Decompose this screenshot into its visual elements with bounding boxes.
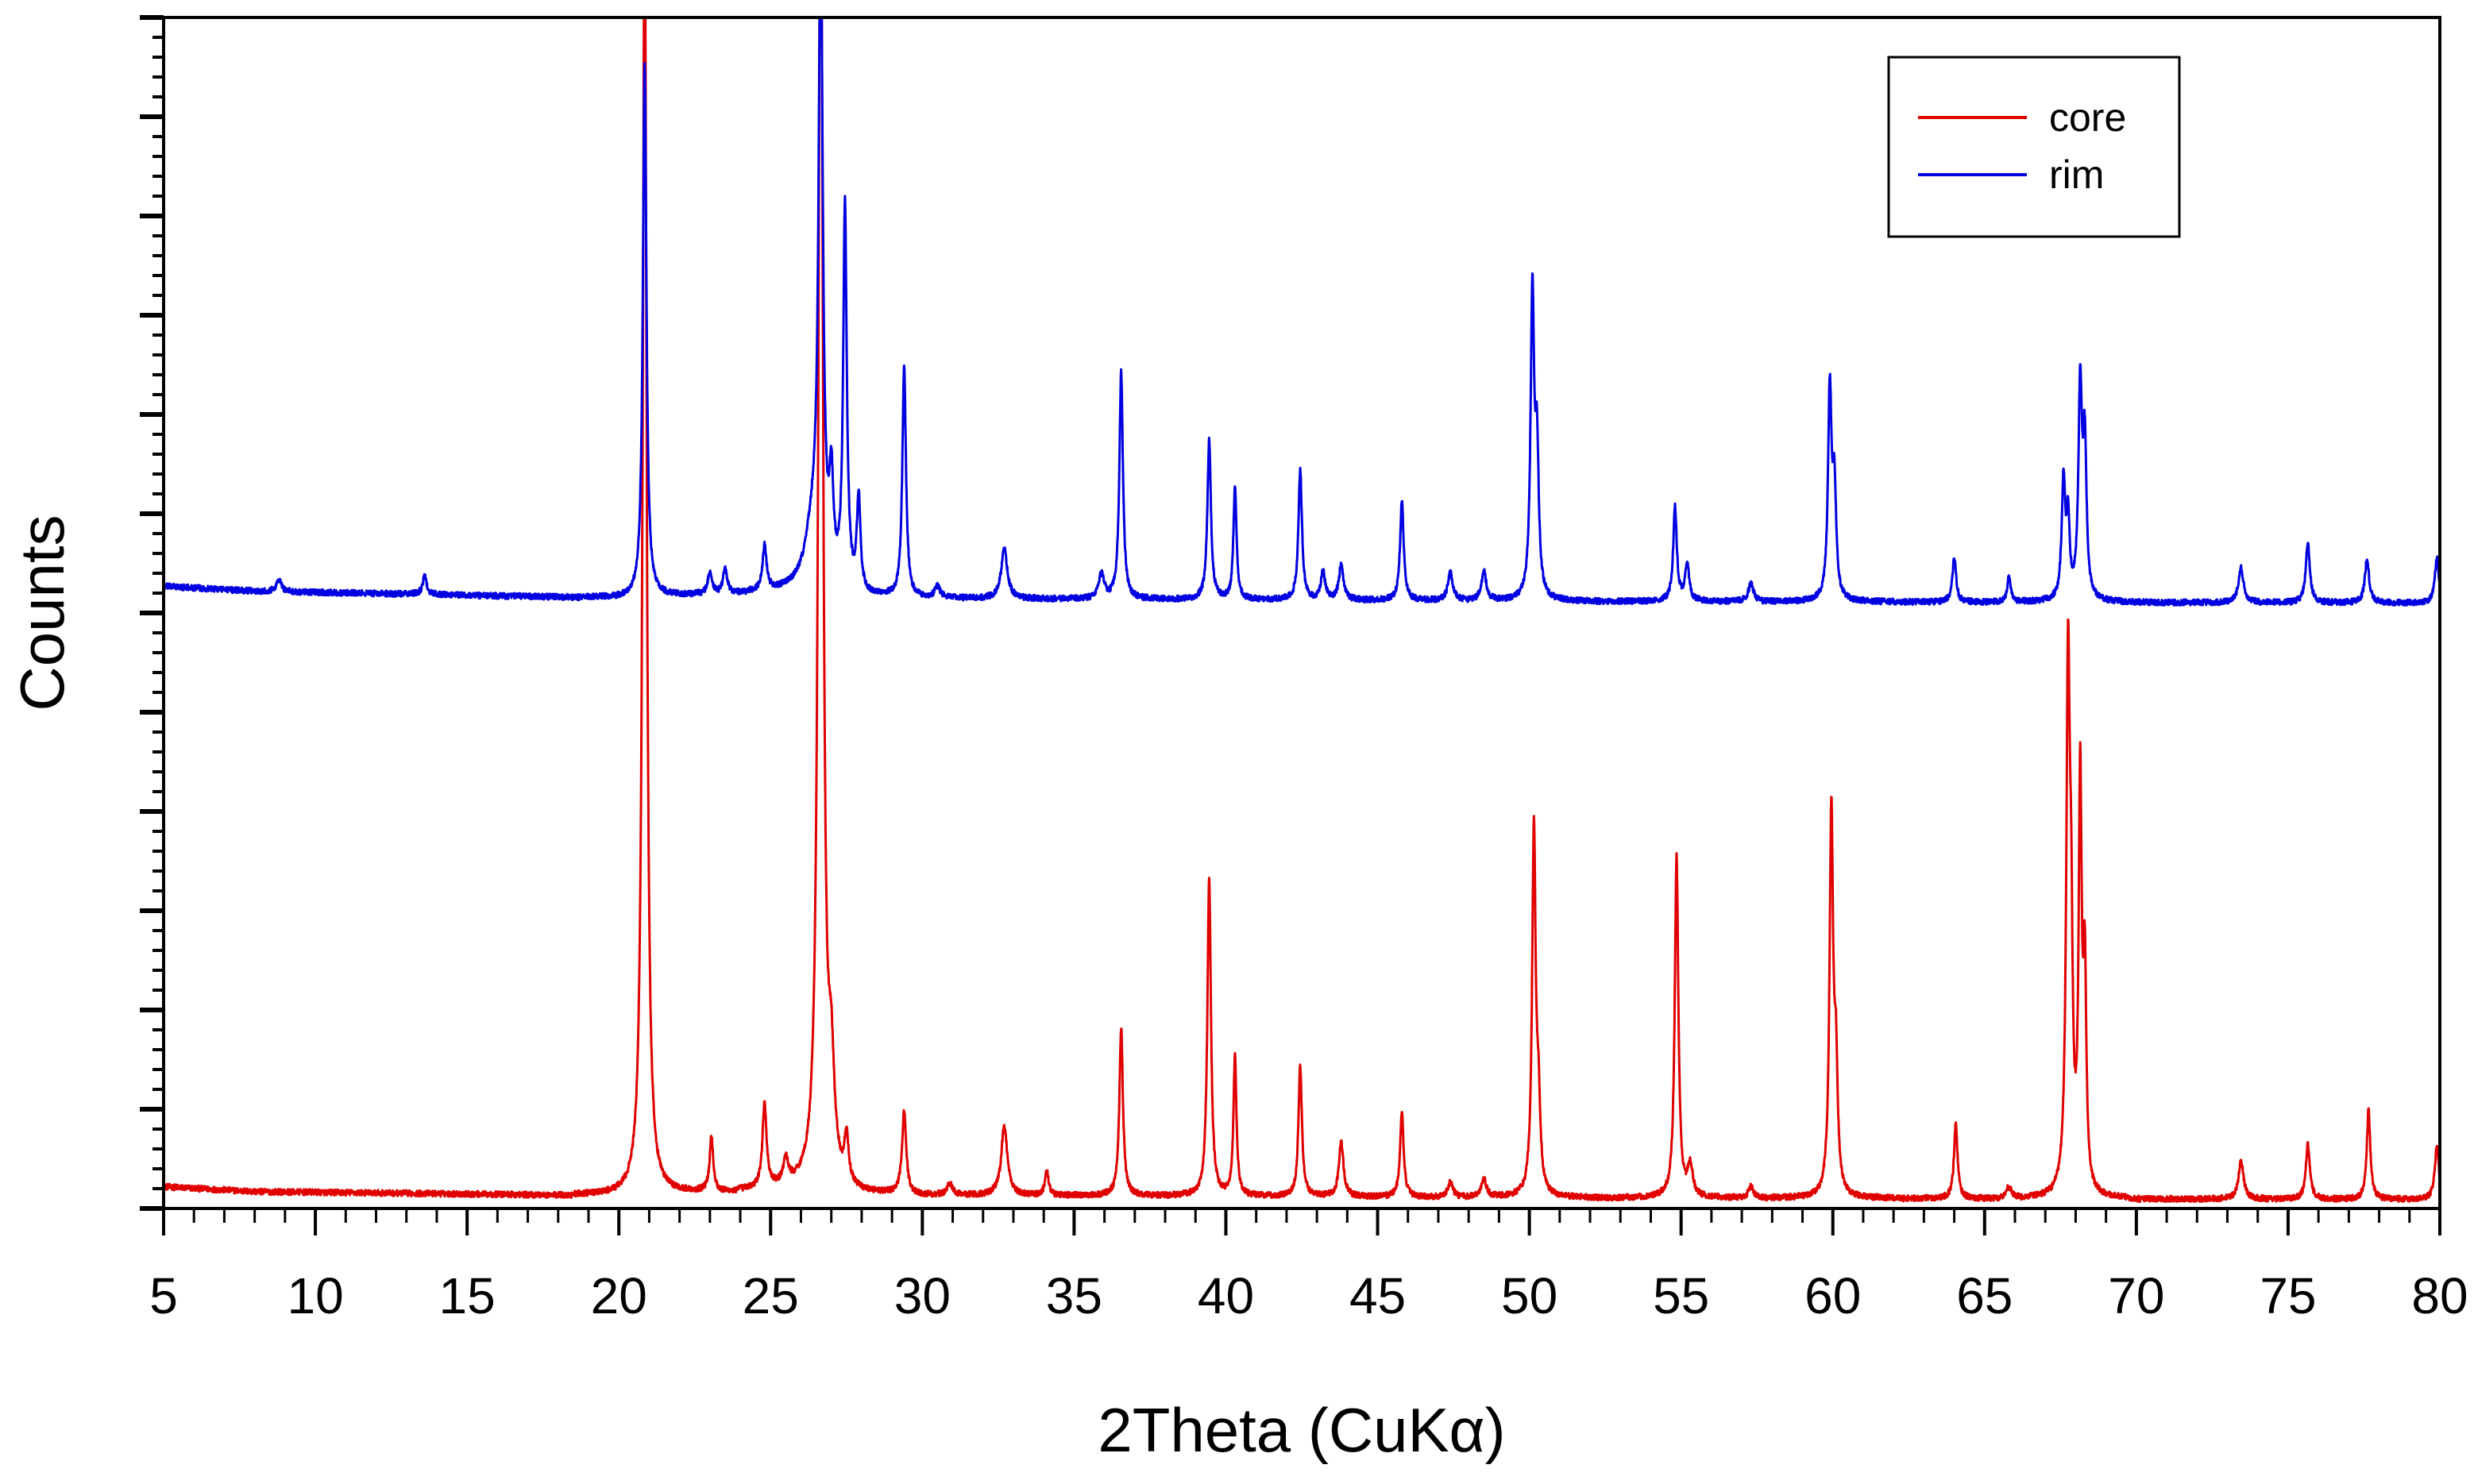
x-tick-label: 70 xyxy=(2108,1267,2164,1324)
x-tick-label: 60 xyxy=(1804,1267,1861,1324)
legend: core rim xyxy=(1887,56,2181,238)
x-tick-label: 40 xyxy=(1198,1267,1254,1324)
x-tick-label: 45 xyxy=(1349,1267,1406,1324)
series-line-rim xyxy=(164,17,2440,607)
x-tick-label: 55 xyxy=(1653,1267,1709,1324)
x-tick-label: 10 xyxy=(287,1267,343,1324)
x-tick-label: 75 xyxy=(2260,1267,2316,1324)
y-axis-title: Counts xyxy=(7,515,77,711)
legend-label-rim: rim xyxy=(2049,152,2104,197)
plot-series xyxy=(164,17,2440,1204)
y-axis-ticks xyxy=(140,15,164,1211)
x-tick-label: 5 xyxy=(149,1267,178,1324)
x-tick-label: 65 xyxy=(1956,1267,2013,1324)
series-line-core xyxy=(164,17,2440,1204)
x-tick-label: 20 xyxy=(591,1267,647,1324)
x-tick-label: 35 xyxy=(1046,1267,1102,1324)
x-axis-ticks xyxy=(162,1208,2441,1235)
legend-box xyxy=(1887,56,2181,238)
x-tick-label: 50 xyxy=(1501,1267,1557,1324)
x-tick-label: 30 xyxy=(894,1267,951,1324)
legend-label-core: core xyxy=(2049,95,2126,140)
x-tick-label: 25 xyxy=(743,1267,799,1324)
x-axis-tick-labels: 5 10 15 20 25 30 35 40 45 50 55 60 65 70 75 80 xyxy=(149,1267,2468,1324)
x-axis-title: 2Theta (CuKα) xyxy=(1098,1395,1505,1465)
x-tick-label: 15 xyxy=(439,1267,496,1324)
x-tick-label: 80 xyxy=(2411,1267,2468,1324)
